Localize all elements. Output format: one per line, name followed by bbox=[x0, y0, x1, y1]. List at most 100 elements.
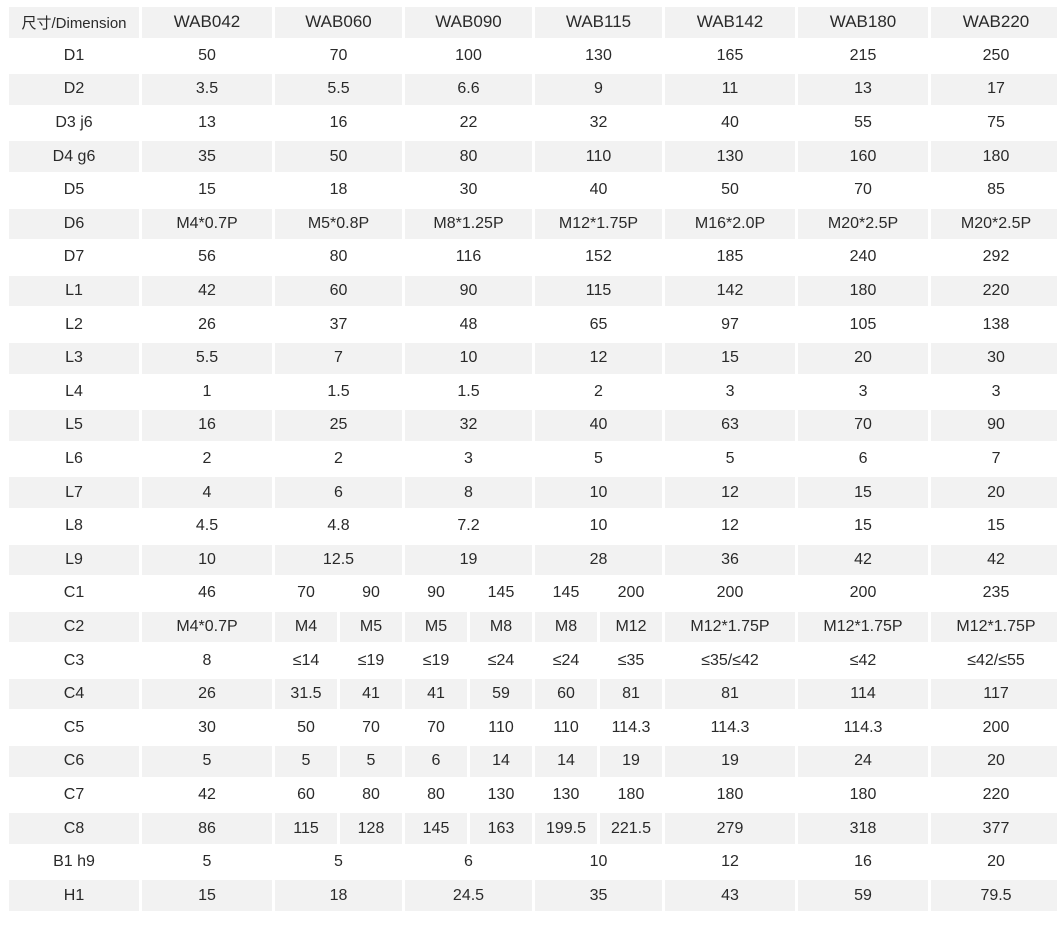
table-cell: 13 bbox=[142, 107, 272, 139]
table-cell: 200 bbox=[600, 578, 663, 609]
table-row: D7 56 80 116 152 185 240 292 bbox=[9, 242, 1057, 273]
table-cell: 80 bbox=[340, 779, 402, 811]
table-cell: 55 bbox=[798, 107, 929, 139]
table-cell: 5 bbox=[142, 746, 272, 777]
table-cell: 18 bbox=[275, 174, 402, 206]
table-cell: 14 bbox=[535, 746, 597, 777]
dimension-table-container: 尺寸/Dimension WAB042 WAB060 WAB090 WAB115… bbox=[9, 7, 1057, 912]
table-cell: M5*0.8P bbox=[275, 208, 402, 240]
table-cell: 80 bbox=[275, 242, 402, 273]
table-cell: 32 bbox=[535, 107, 663, 139]
header-model: WAB180 bbox=[798, 7, 929, 38]
table-cell: 6 bbox=[798, 443, 929, 475]
header-model: WAB060 bbox=[275, 7, 402, 38]
table-cell: 70 bbox=[275, 578, 337, 609]
table-row: L2 26 37 48 65 97 105 138 bbox=[9, 309, 1057, 340]
table-row: H1 15 18 24.5 35 43 59 79.5 bbox=[9, 880, 1057, 912]
table-cell: 138 bbox=[931, 309, 1057, 340]
table-row: D4 g6 35 50 80 110 130 160 180 bbox=[9, 141, 1057, 172]
table-cell: 3.5 bbox=[142, 74, 272, 105]
table-cell: ≤19 bbox=[405, 645, 467, 676]
table-cell: 163 bbox=[470, 813, 532, 844]
row-label: H1 bbox=[9, 880, 139, 912]
table-cell: 50 bbox=[275, 141, 402, 172]
table-row: L1 42 60 90 115 142 180 220 bbox=[9, 275, 1057, 307]
table-cell: 220 bbox=[931, 275, 1057, 307]
row-label: D2 bbox=[9, 74, 139, 105]
table-cell: 75 bbox=[931, 107, 1057, 139]
table-cell: ≤24 bbox=[470, 645, 532, 676]
table-cell: 5 bbox=[275, 846, 402, 878]
table-cell: 20 bbox=[931, 746, 1057, 777]
table-cell: 180 bbox=[798, 275, 929, 307]
table-cell: 1.5 bbox=[275, 376, 402, 408]
table-cell: 63 bbox=[665, 410, 796, 441]
header-model: WAB220 bbox=[931, 7, 1057, 38]
table-cell: 5.5 bbox=[275, 74, 402, 105]
row-label: D1 bbox=[9, 40, 139, 72]
table-cell: 41 bbox=[405, 678, 467, 710]
table-cell: 50 bbox=[142, 40, 272, 72]
table-cell: 130 bbox=[470, 779, 532, 811]
table-cell: 24.5 bbox=[405, 880, 532, 912]
table-cell: 26 bbox=[142, 309, 272, 340]
table-cell: 6 bbox=[405, 846, 532, 878]
header-model: WAB115 bbox=[535, 7, 663, 38]
table-cell: M4*0.7P bbox=[142, 208, 272, 240]
table-cell: 15 bbox=[142, 880, 272, 912]
table-cell: M4 bbox=[275, 611, 337, 643]
table-cell: 48 bbox=[405, 309, 532, 340]
table-cell: 42 bbox=[142, 275, 272, 307]
table-cell: 110 bbox=[470, 712, 532, 744]
table-cell: 180 bbox=[931, 141, 1057, 172]
row-label: D7 bbox=[9, 242, 139, 273]
row-label: L7 bbox=[9, 477, 139, 508]
table-cell: 12.5 bbox=[275, 544, 402, 576]
table-cell: 220 bbox=[931, 779, 1057, 811]
table-cell: 235 bbox=[931, 578, 1057, 609]
table-cell: 279 bbox=[665, 813, 796, 844]
table-cell: 40 bbox=[535, 174, 663, 206]
header-dimension: 尺寸/Dimension bbox=[9, 7, 139, 38]
table-row: C1 46 70 90 90 145 145 200 200 200 235 bbox=[9, 578, 1057, 609]
table-cell: 114.3 bbox=[600, 712, 663, 744]
header-model: WAB042 bbox=[142, 7, 272, 38]
table-cell: 7.2 bbox=[405, 510, 532, 542]
table-cell: 59 bbox=[798, 880, 929, 912]
table-cell: 19 bbox=[405, 544, 532, 576]
table-cell: 15 bbox=[798, 510, 929, 542]
table-cell: 12 bbox=[665, 510, 796, 542]
table-cell: 8 bbox=[142, 645, 272, 676]
table-cell: 128 bbox=[340, 813, 402, 844]
table-row: C5 30 50 70 70 110 110 114.3 114.3 114.3 200 bbox=[9, 712, 1057, 744]
table-cell: ≤14 bbox=[275, 645, 337, 676]
table-cell: 130 bbox=[665, 141, 796, 172]
table-cell: 5 bbox=[275, 746, 337, 777]
table-cell: 86 bbox=[142, 813, 272, 844]
table-cell: 4.8 bbox=[275, 510, 402, 542]
table-cell: 142 bbox=[665, 275, 796, 307]
table-cell: 10 bbox=[142, 544, 272, 576]
table-cell: 60 bbox=[275, 779, 337, 811]
table-cell: 22 bbox=[405, 107, 532, 139]
table-cell: 19 bbox=[600, 746, 663, 777]
table-cell: 70 bbox=[275, 40, 402, 72]
table-row: L5 16 25 32 40 63 70 90 bbox=[9, 410, 1057, 441]
table-cell: M12*1.75P bbox=[665, 611, 796, 643]
table-cell: 116 bbox=[405, 242, 532, 273]
table-cell: 18 bbox=[275, 880, 402, 912]
table-cell: 56 bbox=[142, 242, 272, 273]
row-label: L3 bbox=[9, 342, 139, 374]
table-cell: 1 bbox=[142, 376, 272, 408]
row-label: D4 g6 bbox=[9, 141, 139, 172]
row-label: L8 bbox=[9, 510, 139, 542]
table-cell: 221.5 bbox=[600, 813, 663, 844]
table-cell: M12*1.75P bbox=[535, 208, 663, 240]
table-cell: ≤42/≤55 bbox=[931, 645, 1057, 676]
table-cell: 114 bbox=[798, 678, 929, 710]
table-cell: 185 bbox=[665, 242, 796, 273]
table-cell: 12 bbox=[665, 846, 796, 878]
table-cell: 180 bbox=[798, 779, 929, 811]
row-label: B1 h9 bbox=[9, 846, 139, 878]
table-cell: 240 bbox=[798, 242, 929, 273]
